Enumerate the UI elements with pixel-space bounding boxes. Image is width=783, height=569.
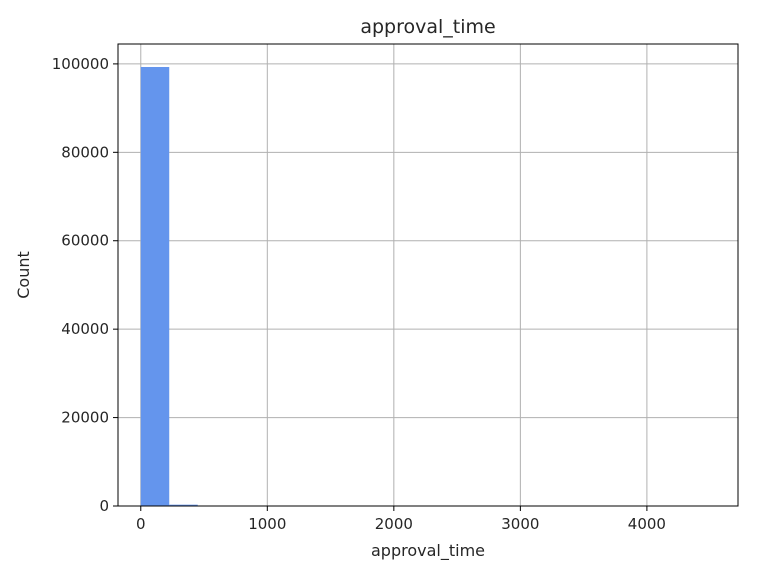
- x-tick-label: 0: [136, 515, 146, 533]
- y-tick-label: 20000: [61, 409, 109, 427]
- y-tick-label: 40000: [61, 320, 109, 338]
- x-tick-label: 2000: [375, 515, 413, 533]
- histogram-bar: [169, 504, 198, 506]
- y-tick-label: 0: [99, 497, 109, 515]
- histogram-bars: [140, 66, 711, 506]
- x-tick-label: 4000: [628, 515, 666, 533]
- y-axis-title: Count: [14, 251, 33, 299]
- x-axis-title: approval_time: [371, 541, 485, 561]
- x-tick-label: 3000: [501, 515, 539, 533]
- x-axis-ticks: 0 1000 2000 3000 4000: [136, 506, 666, 533]
- chart-title: approval_time: [360, 16, 495, 38]
- y-tick-label: 60000: [61, 232, 109, 250]
- plot-frame: [117, 43, 739, 507]
- y-tick-label: 80000: [61, 143, 109, 161]
- y-axis-ticks: 0 20000 40000 60000 80000 100000: [52, 55, 118, 515]
- grid-lines: [118, 44, 738, 507]
- y-tick-label: 100000: [52, 55, 109, 73]
- x-tick-label: 1000: [248, 515, 286, 533]
- histogram-bar: [140, 66, 170, 506]
